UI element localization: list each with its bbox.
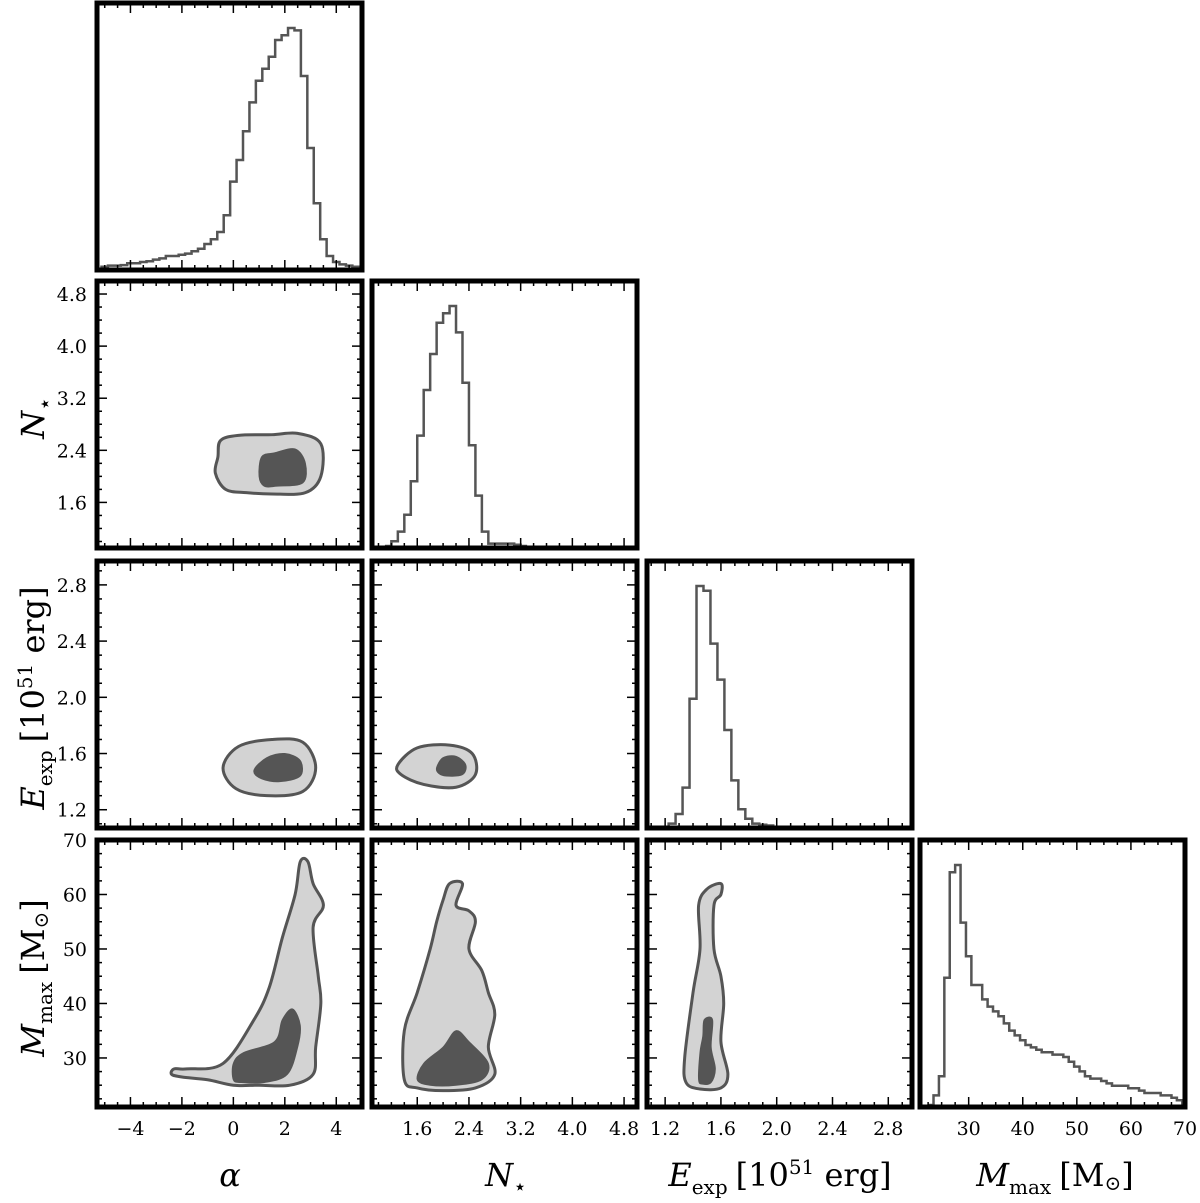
ticks-r2c0 <box>97 561 363 828</box>
contour-68-nstar-eexp <box>435 755 467 777</box>
x-tick-label-nstar: 2.4 <box>454 1118 484 1140</box>
x-label-eexp: Eexp [1051 erg] <box>667 1155 891 1199</box>
x-tick-label-alpha: −4 <box>116 1118 144 1140</box>
ticks-r1c0 <box>97 280 363 548</box>
scatter-panel-alpha-mmax <box>94 837 365 1110</box>
x-tick-label-eexp: 2.0 <box>762 1118 792 1140</box>
histogram-panel-mmax <box>917 837 1188 1110</box>
scatter-panel-alpha-nstar <box>94 278 365 551</box>
contour-68-eexp-mmax <box>698 1016 716 1085</box>
contour-95-nstar-mmax <box>401 879 497 1093</box>
y-tick-label-nstar: 1.6 <box>57 492 87 514</box>
contours-alpha-mmax <box>169 856 325 1088</box>
ticks-r3c3 <box>927 840 1186 1107</box>
x-tick-label-mmax: 40 <box>1011 1118 1035 1140</box>
scatter-panel-alpha-eexp <box>94 558 365 831</box>
x-tick-label-mmax: 30 <box>957 1118 981 1140</box>
x-tick-label-eexp: 1.6 <box>706 1118 736 1140</box>
y-tick-label-nstar: 4.8 <box>57 284 87 306</box>
x-tick-label-eexp: 2.8 <box>873 1118 903 1140</box>
histogram-panel-nstar <box>369 278 640 551</box>
x-tick-label-mmax: 70 <box>1173 1118 1197 1140</box>
y-label-mmax: Mmax[M⊙] <box>14 899 57 1057</box>
contour-68-alpha-nstar <box>258 448 307 488</box>
x-label-mmax: Mmax [M⊙] <box>975 1156 1133 1199</box>
y-tick-label-mmax: 50 <box>63 939 87 961</box>
contour-68-alpha-eexp <box>253 752 304 783</box>
x-tick-label-alpha: −2 <box>168 1118 196 1140</box>
histogram-mmax <box>928 863 1184 1107</box>
x-tick-label-nstar: 3.2 <box>506 1118 536 1140</box>
axis-labels-layer: α N⋆ Eexp [1051 erg] Mmax [M⊙] N⋆ Eexp[105… <box>13 397 1134 1200</box>
histogram-panel-eexp <box>644 558 915 831</box>
x-tick-label-mmax: 50 <box>1065 1118 1089 1140</box>
histogram-nstar <box>384 304 528 548</box>
histogram-eexp <box>667 584 775 827</box>
x-tick-label-eexp: 2.4 <box>817 1118 847 1140</box>
scatter-panel-eexp-mmax <box>644 837 915 1110</box>
scatter-panel-nstar-eexp <box>369 558 640 831</box>
histogram-panel-alpha <box>94 0 365 273</box>
y-label-eexp: Eexp[1051 erg] <box>13 586 57 810</box>
x-tick-label-alpha: 2 <box>279 1118 291 1140</box>
contours-nstar-mmax <box>401 879 497 1093</box>
y-tick-label-mmax: 70 <box>63 830 87 852</box>
contour-68-alpha-mmax <box>231 1008 302 1084</box>
ticks-r0c0 <box>103 3 363 270</box>
y-tick-label-nstar: 4.0 <box>57 336 87 358</box>
y-tick-label-eexp: 1.2 <box>57 800 87 822</box>
contour-95-eexp-mmax <box>682 881 730 1092</box>
contours-eexp-mmax <box>682 881 730 1092</box>
ticks-r2c1 <box>372 561 638 828</box>
x-tick-label-eexp: 1.2 <box>650 1118 680 1140</box>
y-label-nstar: N⋆ <box>14 397 58 440</box>
y-tick-label-eexp: 2.8 <box>57 575 87 597</box>
contours-alpha-nstar <box>213 431 325 496</box>
panels-layer: 1.6 2.4 3.2 4.0 4.8 1.2 1.6 2.0 2.4 2.8 −4 −2 0 2 4 30 4… <box>57 0 1197 1140</box>
y-tick-label-eexp: 2.0 <box>57 687 87 709</box>
contours-alpha-eexp <box>221 737 318 798</box>
contour-68-nstar-mmax <box>416 1030 490 1087</box>
y-tick-label-eexp: 1.6 <box>57 744 87 766</box>
y-tick-label-mmax: 60 <box>63 884 87 906</box>
scatter-panel-nstar-mmax <box>369 837 640 1110</box>
y-tick-label-nstar: 2.4 <box>57 440 87 462</box>
y-tick-label-mmax: 30 <box>63 1048 87 1070</box>
x-tick-label-mmax: 60 <box>1119 1118 1143 1140</box>
x-tick-label-nstar: 1.6 <box>402 1118 432 1140</box>
x-tick-label-alpha: 0 <box>227 1118 239 1140</box>
y-tick-label-nstar: 3.2 <box>57 388 87 410</box>
x-tick-label-alpha: 4 <box>330 1118 342 1140</box>
x-tick-label-nstar: 4.8 <box>609 1118 639 1140</box>
x-label-alpha: α <box>219 1156 241 1194</box>
x-label-nstar: N⋆ <box>484 1156 527 1200</box>
y-tick-label-mmax: 40 <box>63 993 87 1015</box>
contours-nstar-eexp <box>395 743 479 790</box>
histogram-alpha <box>100 26 361 269</box>
x-tick-label-nstar: 4.0 <box>557 1118 587 1140</box>
y-tick-label-eexp: 2.4 <box>57 631 87 653</box>
ticks-r1c1 <box>377 281 638 548</box>
